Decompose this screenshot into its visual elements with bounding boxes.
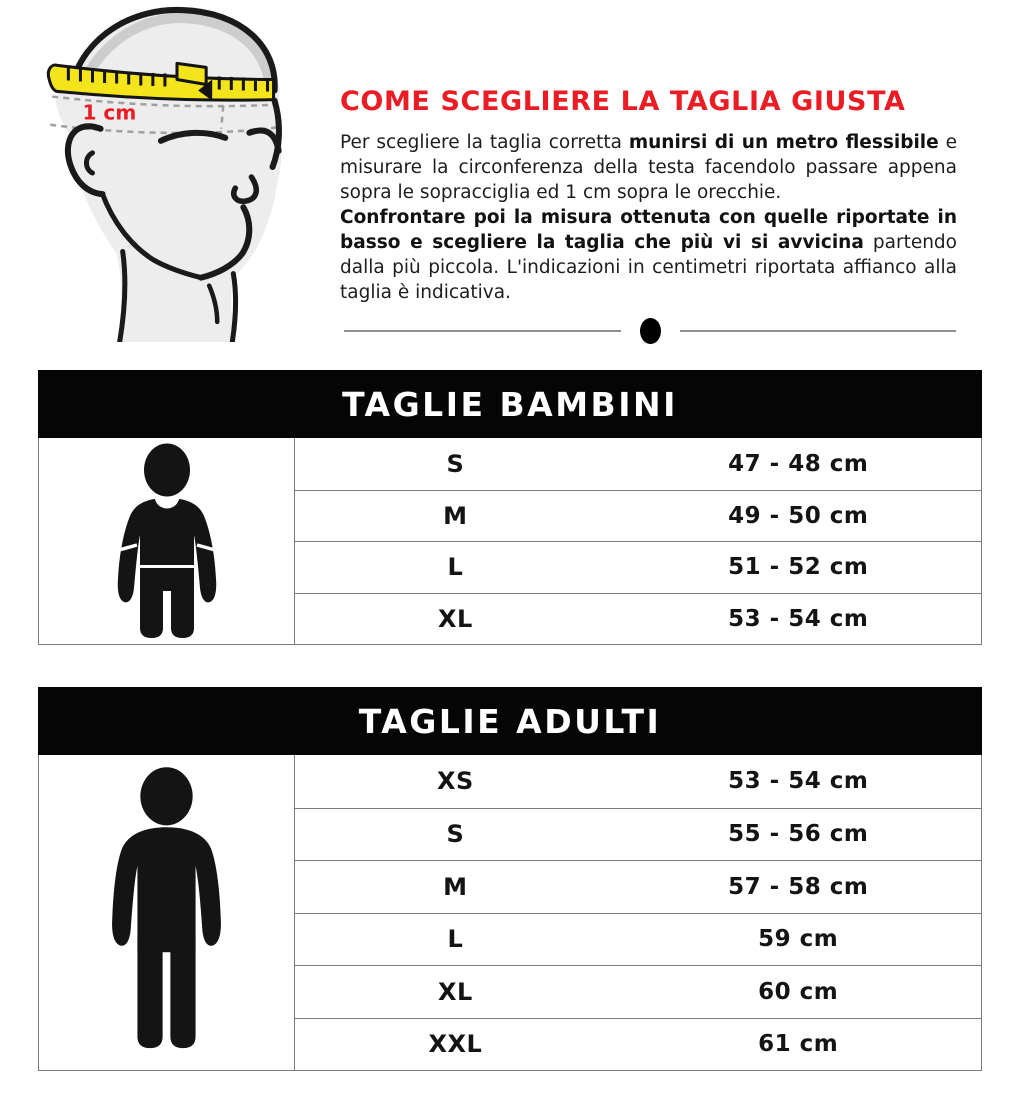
child-icon <box>117 443 216 638</box>
size-label: XL <box>437 604 473 633</box>
size-range: 51 - 52 cm <box>728 554 869 581</box>
size-label: L <box>447 925 464 954</box>
size-range: 53 - 54 cm <box>728 768 869 795</box>
table-row: M 57 - 58 cm <box>295 860 981 913</box>
section-divider <box>344 318 956 344</box>
table-bambini-header: TAGLIE BAMBINI <box>38 370 982 438</box>
size-label: L <box>447 553 464 582</box>
table-row: S 47 - 48 cm <box>295 438 981 490</box>
intro-paragraph-1: Per scegliere la taglia corretta munirsi… <box>340 132 957 203</box>
size-range: 61 cm <box>758 1031 839 1058</box>
size-label: XXL <box>428 1030 483 1059</box>
size-label: M <box>443 501 468 530</box>
child-icon-cell <box>39 438 296 644</box>
divider-line-right <box>679 330 956 332</box>
size-label: M <box>443 872 468 901</box>
divider-dot-icon <box>639 318 661 344</box>
table-bambini-grid: S 47 - 48 cm M 49 - 50 cm L 51 - 52 cm X… <box>38 438 982 645</box>
table-row: XL 60 cm <box>295 965 981 1018</box>
table-row: M 49 - 50 cm <box>295 489 981 542</box>
size-range: 47 - 48 cm <box>728 450 869 477</box>
size-label: S <box>446 820 465 849</box>
size-label: XS <box>436 767 474 796</box>
size-range: 60 cm <box>758 978 839 1005</box>
size-tables: TAGLIE BAMBINI <box>38 370 982 1096</box>
divider-line-left <box>344 330 621 332</box>
intro-section: COME SCEGLIERE LA TAGLIA GIUSTA Per sceg… <box>340 86 957 305</box>
size-range: 49 - 50 cm <box>728 502 869 529</box>
head-measurement-illustration: 1 cm <box>26 0 330 345</box>
table-row: XL 53 - 54 cm <box>295 592 981 645</box>
page-title: COME SCEGLIERE LA TAGLIA GIUSTA <box>340 86 906 117</box>
table-row: S 55 - 56 cm <box>295 807 981 861</box>
size-label: XL <box>437 977 473 1006</box>
table-row: XS 53 - 54 cm <box>295 755 981 808</box>
table-adulti: TAGLIE ADULTI XS <box>38 687 982 1071</box>
size-range: 53 - 54 cm <box>728 605 869 632</box>
table-row: L 51 - 52 cm <box>295 541 981 593</box>
adult-icon-cell <box>39 755 296 1070</box>
table-adulti-grid: XS 53 - 54 cm S 55 - 56 cm M 57 - 58 cm … <box>38 755 982 1071</box>
table-row: XXL 61 cm <box>295 1017 981 1071</box>
size-range: 55 - 56 cm <box>728 821 869 848</box>
intro-paragraph-2: Confrontare poi la misura ottenuta con q… <box>340 207 957 303</box>
adult-icon <box>112 767 222 1049</box>
one-cm-label: 1 cm <box>82 101 136 125</box>
table-bambini: TAGLIE BAMBINI <box>38 370 982 645</box>
size-label: S <box>446 449 465 478</box>
table-adulti-header: TAGLIE ADULTI <box>38 687 982 755</box>
size-range: 57 - 58 cm <box>728 873 869 900</box>
size-range: 59 cm <box>758 926 839 953</box>
table-row: L 59 cm <box>295 912 981 966</box>
head-with-measuring-tape-icon: 1 cm <box>46 6 283 345</box>
